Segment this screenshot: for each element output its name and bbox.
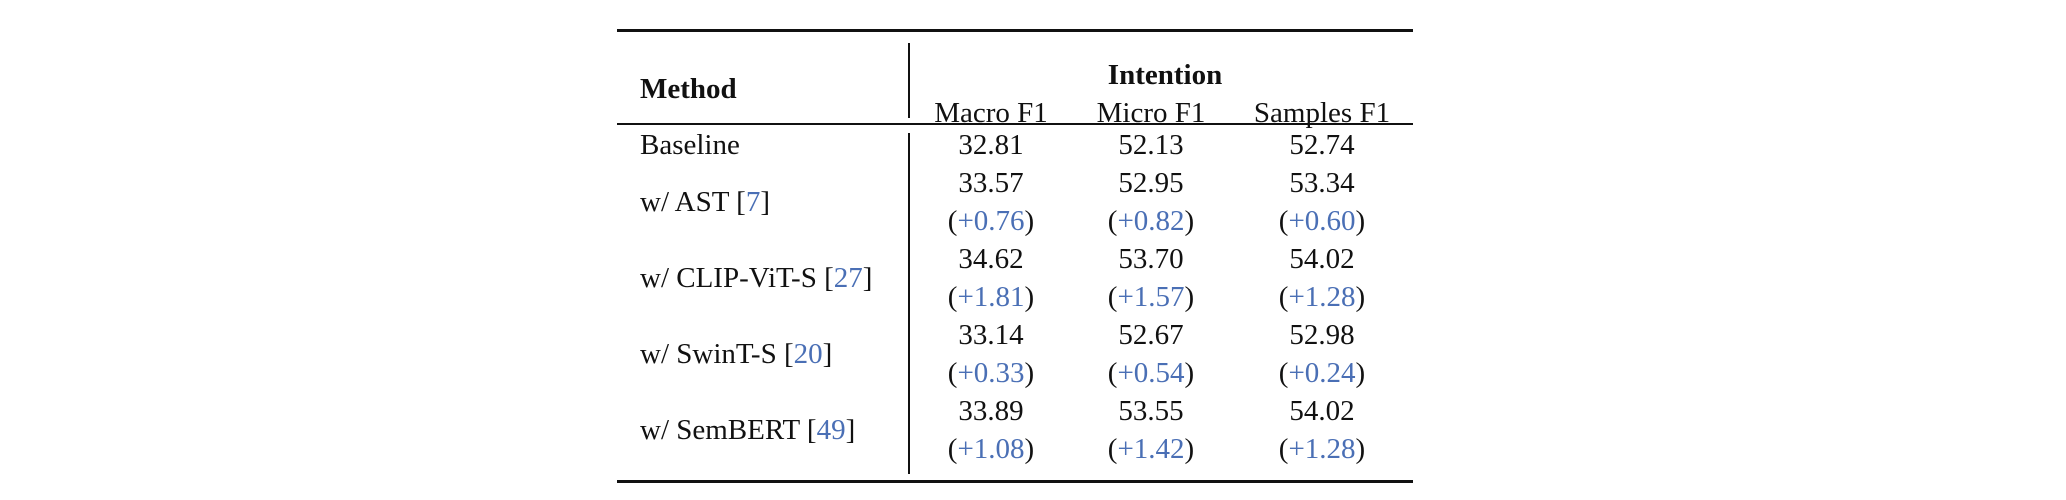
method-label: w/ SwinT-S	[640, 338, 777, 370]
metric-value: 53.70	[1118, 243, 1184, 275]
metric-value: 54.02	[1289, 243, 1355, 275]
method-name: Baseline	[640, 128, 740, 162]
method-label: w/ AST	[640, 186, 729, 218]
metric-delta: (+0.54)	[1107, 357, 1195, 389]
metric-value: 53.34	[1289, 167, 1355, 199]
column-header-micro-f1: Micro F1	[1096, 97, 1206, 129]
metric-value: 52.67	[1118, 319, 1184, 351]
delta-value: +1.28	[1288, 433, 1356, 465]
metric-value: 33.14	[958, 319, 1024, 351]
metric-delta: (+1.08)	[947, 433, 1035, 465]
metric-value: 33.57	[958, 167, 1024, 199]
metric-delta: (+1.28)	[1278, 433, 1366, 465]
method-label: w/ CLIP-ViT-S	[640, 262, 817, 294]
metric-value: 54.02	[1289, 395, 1355, 427]
delta-value: +1.42	[1117, 433, 1185, 465]
method-header: Method	[640, 73, 737, 105]
metric-value: 34.62	[958, 243, 1024, 275]
delta-value: +1.81	[957, 281, 1025, 313]
delta-value: +1.57	[1117, 281, 1185, 313]
citation-link[interactable]: 20	[793, 338, 823, 370]
method-name: w/ AST [7]	[640, 186, 771, 218]
metric-delta: (+1.28)	[1278, 281, 1366, 313]
metric-value: 32.81	[958, 129, 1024, 161]
metric-delta: (+1.81)	[947, 281, 1035, 313]
method-name: w/ CLIP-ViT-S [27]	[640, 262, 873, 294]
metric-value: 52.95	[1118, 167, 1184, 199]
method-label: w/ SemBERT	[640, 414, 800, 446]
citation-link[interactable]: 7	[745, 186, 761, 218]
delta-value: +1.28	[1288, 281, 1356, 313]
method-name: w/ SwinT-S [20]	[640, 338, 833, 370]
metric-delta: (+0.24)	[1278, 357, 1366, 389]
delta-value: +0.33	[957, 357, 1025, 389]
metric-value: 52.98	[1289, 319, 1355, 351]
delta-value: +0.54	[1117, 357, 1185, 389]
delta-value: +0.76	[957, 205, 1025, 237]
metric-delta: (+1.42)	[1107, 433, 1195, 465]
intention-header: Intention	[1107, 59, 1223, 91]
citation-link[interactable]: 49	[816, 414, 846, 446]
body-column-divider	[908, 133, 910, 474]
metric-value: 53.55	[1118, 395, 1184, 427]
metric-value: 52.74	[1289, 129, 1355, 161]
header-column-divider	[908, 43, 910, 118]
citation-link[interactable]: 27	[833, 262, 863, 294]
method-label: Baseline	[640, 129, 740, 161]
metric-delta: (+0.33)	[947, 357, 1035, 389]
delta-value: +0.82	[1117, 205, 1185, 237]
metric-value: 33.89	[958, 395, 1024, 427]
metric-delta: (+0.60)	[1278, 205, 1366, 237]
header-rule	[617, 123, 1413, 125]
delta-value: +1.08	[957, 433, 1025, 465]
top-rule	[617, 29, 1413, 32]
column-header-macro-f1: Macro F1	[934, 97, 1048, 129]
metric-delta: (+1.57)	[1107, 281, 1195, 313]
method-name: w/ SemBERT [49]	[640, 414, 856, 446]
metric-delta: (+0.82)	[1107, 205, 1195, 237]
delta-value: +0.24	[1288, 357, 1356, 389]
metric-delta: (+0.76)	[947, 205, 1035, 237]
column-header-samples-f1: Samples F1	[1253, 97, 1391, 129]
bottom-rule	[617, 480, 1413, 483]
metric-value: 52.13	[1118, 129, 1184, 161]
delta-value: +0.60	[1288, 205, 1356, 237]
